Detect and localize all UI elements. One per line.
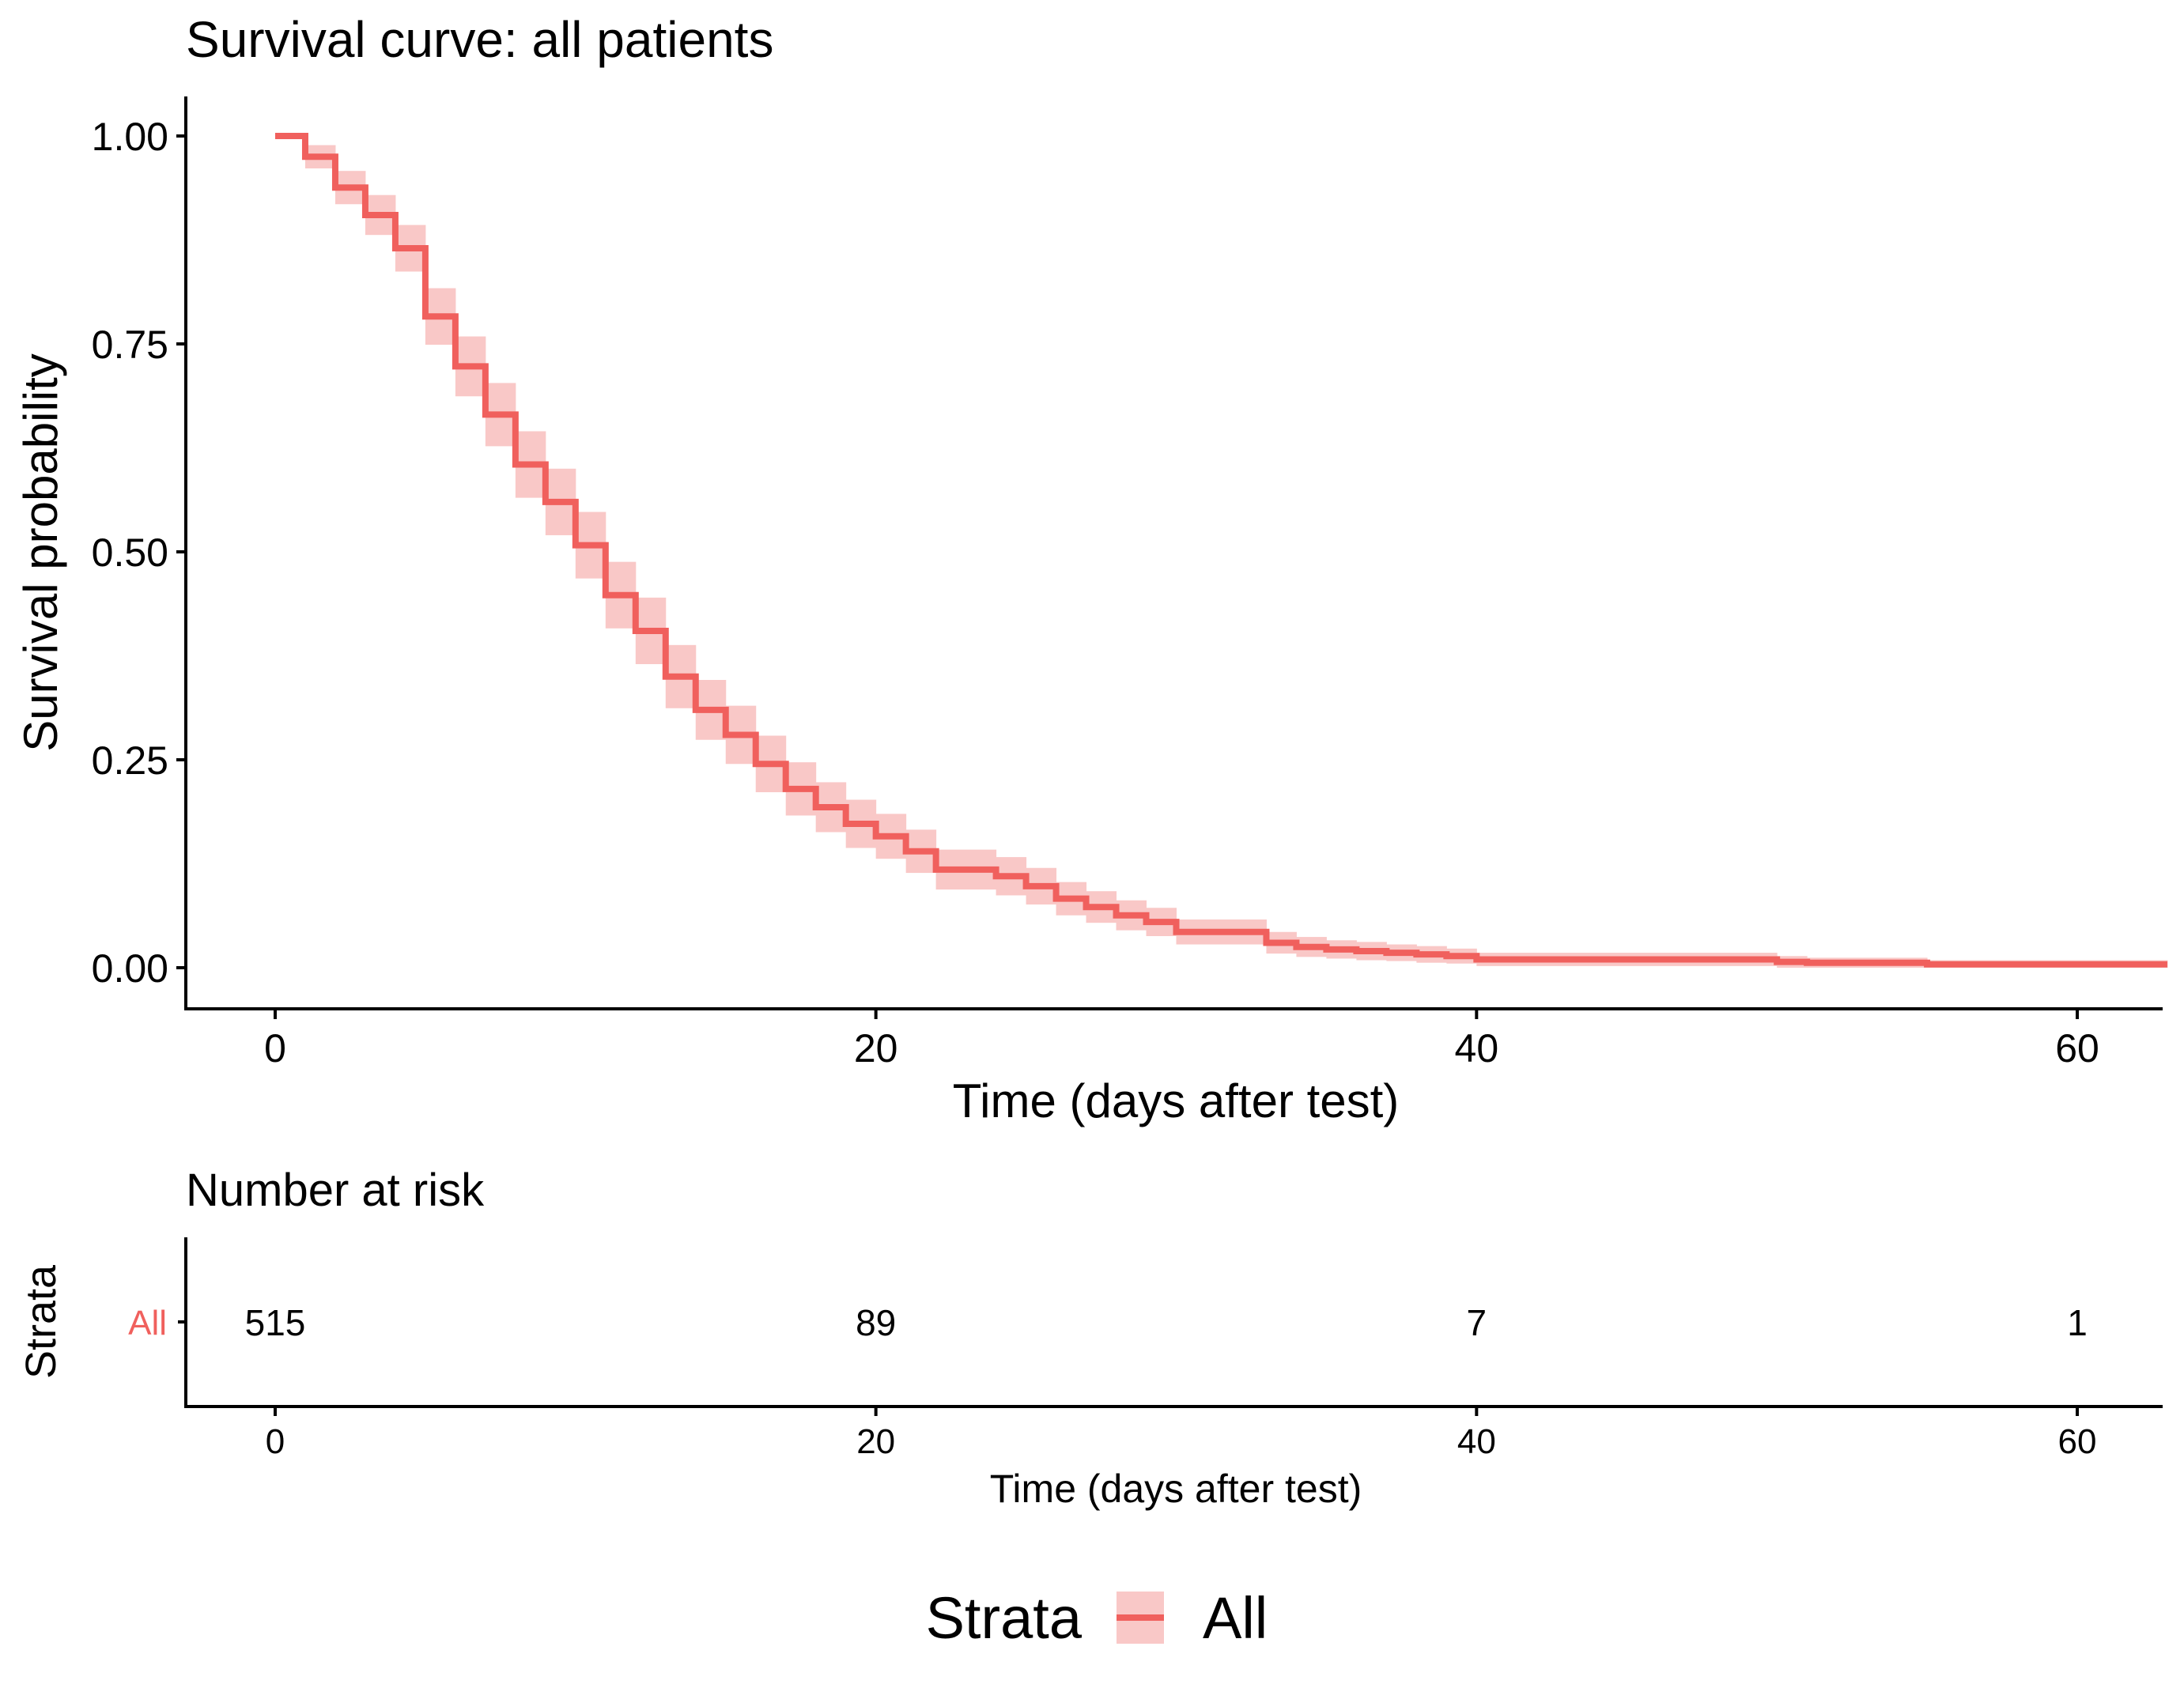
risk-count: 515 (245, 1302, 306, 1343)
risk-x-tick-label: 20 (856, 1422, 895, 1461)
risk-x-tick-label: 0 (266, 1422, 285, 1461)
risk-table-y-axis-label: Strata (17, 1264, 65, 1379)
y-tick-label: 0.75 (92, 323, 168, 367)
survival-curve-layer (275, 133, 2167, 968)
y-tick-label: 0.25 (92, 738, 168, 783)
survival-step-line (275, 133, 2167, 968)
risk-table-title: Number at risk (186, 1165, 485, 1216)
risk-count: 7 (1467, 1302, 1487, 1343)
risk-table: Number at risk All 515 89 7 1 0 20 40 60 Time (… (17, 1165, 2163, 1511)
legend: Strata All (926, 1585, 1268, 1651)
risk-count: 1 (2067, 1302, 2088, 1343)
x-tick-label: 60 (2055, 1026, 2099, 1071)
risk-x-tick-label: 40 (1457, 1422, 1496, 1461)
x-tick-label: 0 (264, 1026, 286, 1071)
plot-title: Survival curve: all patients (186, 11, 773, 68)
risk-table-x-ticks: 0 20 40 60 (266, 1407, 2097, 1461)
x-axis-label: Time (days after test) (953, 1074, 1400, 1127)
survival-plot: Survival curve: all patients 0.00 0.25 0.5… (14, 11, 2168, 1127)
legend-title: Strata (926, 1585, 1083, 1651)
x-tick-label: 40 (1455, 1026, 1499, 1071)
y-tick-label: 0.00 (92, 946, 168, 991)
risk-x-tick-label: 60 (2058, 1422, 2097, 1461)
risk-count: 89 (856, 1302, 896, 1343)
y-tick-label: 0.50 (92, 531, 168, 575)
legend-entry-all: All (1203, 1585, 1268, 1651)
y-ticks: 0.00 0.25 0.50 0.75 1.00 (92, 115, 186, 991)
risk-row-label: All (128, 1304, 167, 1342)
x-tick-label: 20 (854, 1026, 898, 1071)
confidence-band-layer (304, 145, 2168, 968)
risk-table-x-axis-label: Time (days after test) (990, 1467, 1362, 1511)
risk-table-rows: All 515 89 7 1 (128, 1302, 2088, 1343)
y-tick-label: 1.00 (92, 115, 168, 159)
y-axis-label: Survival probability (14, 353, 67, 752)
x-ticks: 0 20 40 60 (264, 1009, 2099, 1071)
